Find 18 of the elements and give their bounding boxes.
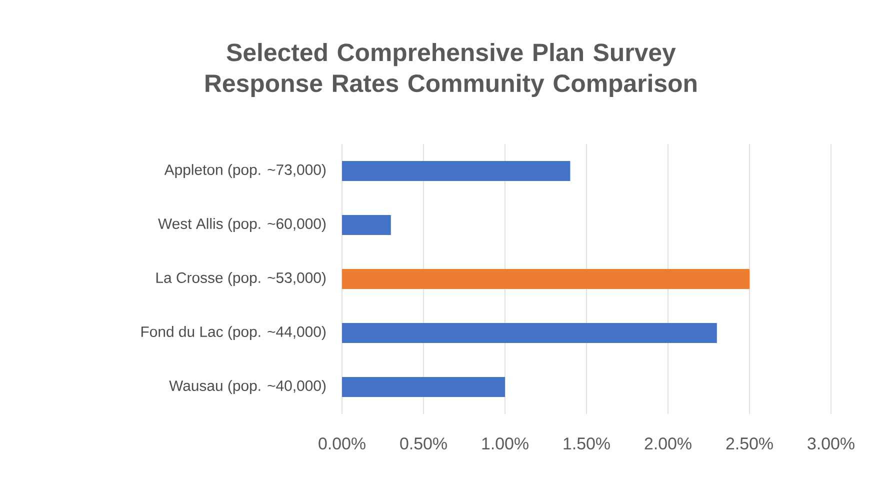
bar bbox=[342, 376, 506, 397]
bar bbox=[342, 268, 750, 289]
x-tick-label: 1.00% bbox=[482, 438, 528, 450]
x-tick-label: 0.00% bbox=[318, 438, 366, 450]
y-tick-label: Appleton (pop. ~73,000) bbox=[164, 164, 326, 178]
bar bbox=[342, 160, 570, 181]
y-tick-label: Wausau (pop. ~40,000) bbox=[169, 380, 326, 394]
chart-title: Selected Comprehensive Plan Survey Response Rates Community Comparison bbox=[206, 42, 696, 98]
y-tick-label: Fond du Lac (pop. ~44,000) bbox=[141, 326, 326, 340]
y-tick-label: La Crosse (pop. ~53,000) bbox=[156, 272, 326, 286]
x-tick-label: 1.50% bbox=[564, 438, 610, 450]
y-tick-label: West Allis (pop. ~60,000) bbox=[158, 218, 326, 232]
bar bbox=[342, 322, 717, 343]
x-tick-label: 2.50% bbox=[726, 438, 773, 450]
x-tick-label: 0.50% bbox=[400, 438, 447, 450]
x-tick-label: 2.00% bbox=[644, 438, 692, 450]
bar bbox=[342, 214, 391, 235]
x-tick-label: 3.00% bbox=[808, 438, 854, 450]
